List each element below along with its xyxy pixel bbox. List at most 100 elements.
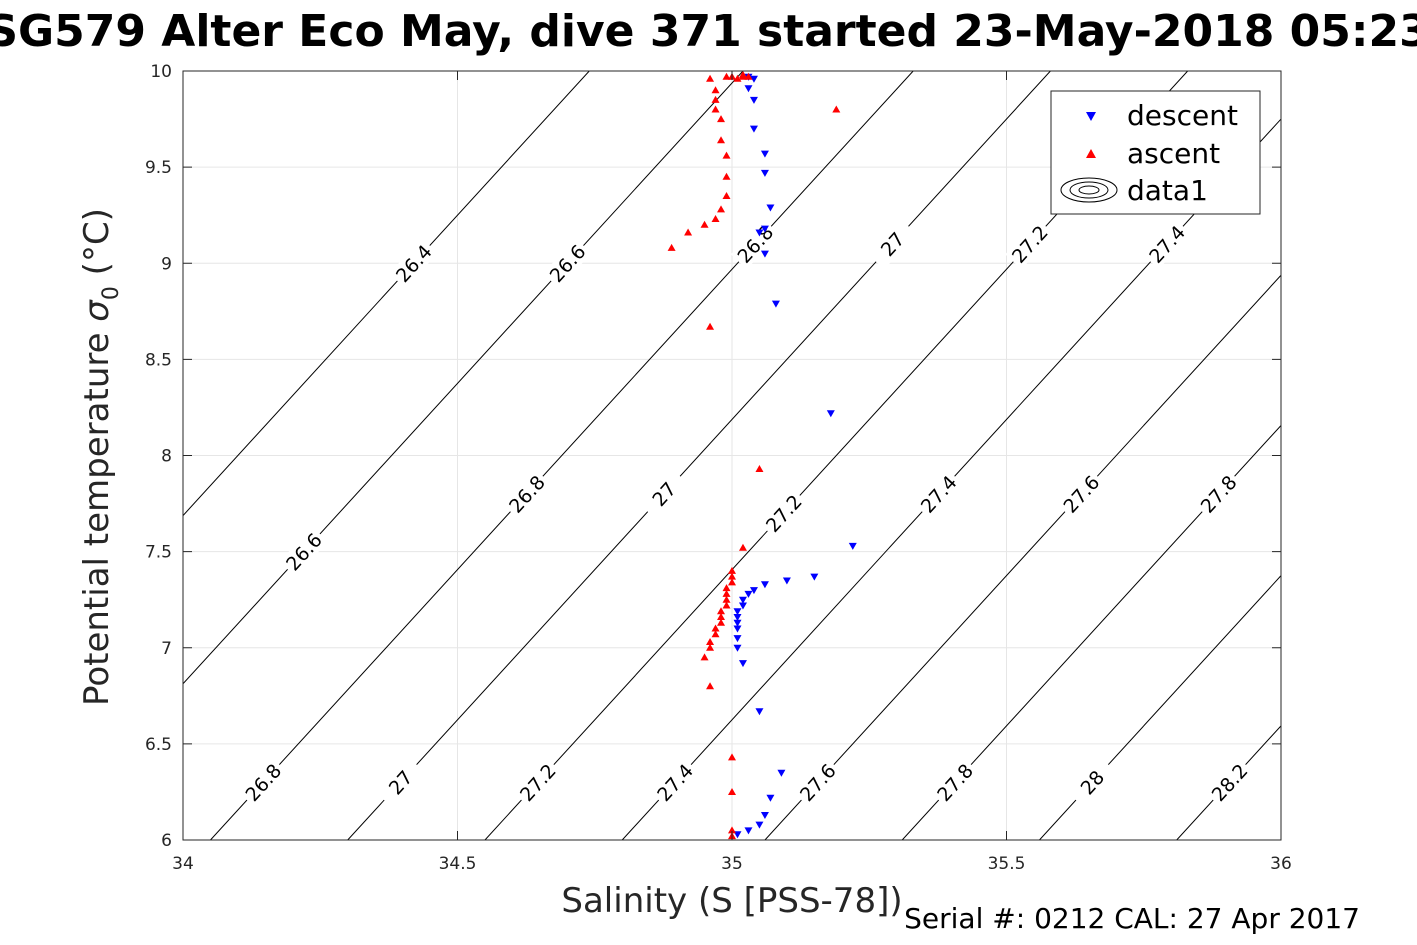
ascent-point (711, 215, 720, 223)
descent-point (755, 708, 764, 716)
descent-point (766, 204, 775, 212)
descent-point (771, 300, 780, 308)
descent-point (749, 125, 758, 133)
descent-point (733, 619, 742, 627)
legend-data1-label: data1 (1127, 174, 1208, 207)
ascent-point (717, 607, 726, 615)
contour-label-gap (730, 218, 780, 270)
ascent-point (728, 787, 736, 795)
contour-label-gap (867, 218, 917, 270)
y-axis-label-text: Potential temperature (77, 322, 117, 706)
ascent-point (706, 682, 715, 690)
contour-label-gap (639, 468, 689, 520)
x-tick-label: 35.5 (988, 854, 1026, 874)
legend-descent-marker (1086, 112, 1096, 121)
descent-point (744, 590, 753, 598)
y-axis-label-symbol: σ (77, 299, 117, 322)
ascent-point (733, 74, 742, 82)
ascent-point (667, 243, 676, 251)
descent-point (744, 827, 753, 835)
x-axis-label: Salinity (S [PSS-78]) (561, 881, 902, 921)
legend-descent-label: descent (1127, 99, 1238, 132)
descent-point (777, 769, 786, 777)
y-tick-label: 8 (161, 447, 172, 467)
y-tick-label: 6.5 (145, 735, 172, 755)
contour-label-gap (650, 757, 700, 808)
descent-point (810, 573, 819, 581)
descent-point (760, 250, 769, 258)
ascent-point (706, 643, 715, 651)
descent-point (848, 542, 857, 550)
descent-point (738, 602, 747, 610)
contour-label-gap (793, 757, 842, 808)
legend-ascent-marker (1086, 149, 1096, 158)
ascent-point (738, 543, 747, 551)
y-tick-label: 10 (150, 62, 172, 82)
x-tick-label: 34 (172, 854, 194, 874)
serial-cal-footer: Serial #: 0212 CAL: 27 Apr 2017 (904, 902, 1360, 935)
contour-label-gap (759, 488, 808, 539)
ascent-point (711, 624, 720, 632)
contour-label-gap (1067, 757, 1117, 808)
contour-label: 28 (1067, 757, 1117, 808)
ascent-point (717, 115, 726, 123)
descent-point (744, 85, 753, 93)
ascent-point (700, 653, 709, 661)
descent-point (738, 660, 747, 668)
ascent-point (706, 637, 715, 645)
descent-point (760, 225, 769, 233)
contour-label-gap (542, 238, 592, 289)
descent-point (760, 812, 769, 820)
descent-point (826, 410, 835, 418)
descent-point (782, 577, 791, 585)
descent-point (749, 587, 758, 595)
contour-label-gap (1142, 218, 1192, 270)
chart-title: SG579 Alter Eco May, dive 371 started 23… (0, 6, 1417, 57)
axis-ticks: 34 34.5 35 35.5 36 6 6.5 7 7.5 8 8.5 9 9.5 10 (145, 62, 1292, 874)
ascent-point (706, 74, 715, 82)
descent-point (733, 625, 742, 633)
descent-point (755, 821, 764, 829)
y-tick-label: 7 (161, 639, 172, 659)
y-axis-label: Potential temperature σ0 (°C) (77, 208, 124, 706)
ascent-point (722, 72, 731, 80)
contour-label-gap (238, 757, 288, 808)
y-tick-label: 7.5 (145, 543, 172, 563)
ascent-point (728, 753, 736, 761)
contour-label: 27 (639, 468, 689, 520)
contour-label-gap (502, 468, 551, 520)
descent-point (760, 581, 769, 589)
isopycnal-line (901, 424, 1281, 840)
ascent-point (717, 618, 726, 626)
ascent-point (684, 228, 693, 236)
ascent-point (722, 601, 731, 609)
descent-point (733, 644, 742, 652)
ascent-point (728, 578, 736, 586)
ascent-point (711, 95, 720, 103)
contour-label-gap (513, 757, 562, 808)
isopycnal-line (347, 71, 1051, 840)
ascent-point (744, 72, 753, 80)
descent-point (760, 169, 769, 177)
ascent-point (706, 322, 715, 330)
isopycnal-line (1039, 574, 1281, 840)
y-tick-label: 9 (161, 254, 172, 274)
contour-label-gap (1056, 468, 1106, 520)
ascent-point (717, 612, 726, 620)
ascent-point (728, 572, 736, 580)
isopycnal-line (210, 71, 914, 840)
ascent-point (717, 136, 726, 144)
y-tick-label: 8.5 (145, 350, 172, 370)
x-tick-label: 35 (721, 854, 743, 874)
legend: descent ascent data1 (1050, 90, 1261, 215)
ascent-point (700, 220, 709, 228)
x-tick-label: 34.5 (439, 854, 477, 874)
ascent-point (722, 589, 731, 597)
contour-label-gap (914, 468, 963, 520)
ascent-point (728, 826, 736, 834)
ascent-point (755, 464, 764, 472)
contour-label-gap (389, 238, 438, 289)
descent-point (755, 229, 764, 237)
descent-point (733, 635, 742, 643)
